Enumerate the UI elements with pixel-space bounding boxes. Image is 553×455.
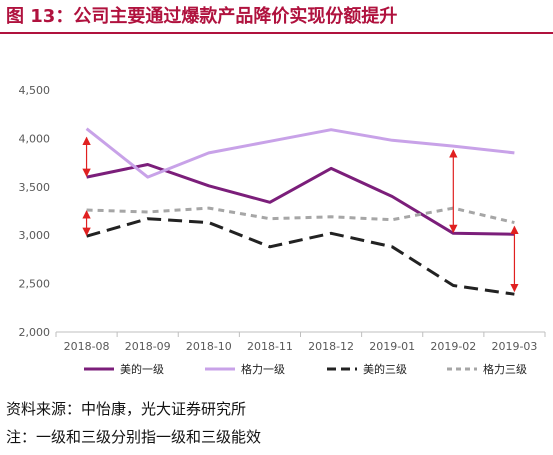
x-tick-label: 2018-11 <box>247 340 293 353</box>
x-tick-label: 2018-12 <box>308 340 354 353</box>
y-tick-label: 2,000 <box>19 326 51 339</box>
series-line-0 <box>86 163 515 236</box>
y-tick-label: 3,000 <box>19 229 51 242</box>
y-tick-label: 4,000 <box>19 132 51 145</box>
legend-label-3: 格力三级 <box>483 362 527 376</box>
legend-label-2: 美的三级 <box>363 362 407 376</box>
x-tick-label: 2018-08 <box>64 340 110 353</box>
title-divider <box>0 32 553 34</box>
legend-label-1: 格力一级 <box>241 362 285 376</box>
source-note: 资料来源：中怡康，光大证券研究所 <box>6 400 247 418</box>
chart-title: 图 13：公司主要通过爆款产品降价实现份额提升 <box>6 6 398 27</box>
legend-label-0: 美的一级 <box>120 362 164 376</box>
x-tick-label: 2019-02 <box>430 340 476 353</box>
y-tick-label: 4,500 <box>19 84 51 97</box>
footnote: 注：一级和三级分别指一级和三级能效 <box>6 428 262 446</box>
x-tick-label: 2019-01 <box>369 340 415 353</box>
series-line-2 <box>86 217 515 296</box>
series-line-3 <box>86 206 515 225</box>
line-chart: 2,000 2,500 3,000 3,500 4,000 4,500 2018-08 201… <box>19 84 546 376</box>
x-tick-label: 2018-10 <box>186 340 232 353</box>
series-layer <box>85 127 515 296</box>
legend: 美的一级 格力一级 美的三级 格力三级 <box>84 362 527 376</box>
x-tick-label: 2019-03 <box>491 340 537 353</box>
y-tick-label: 3,500 <box>19 181 51 194</box>
x-tick-label: 2018-09 <box>125 340 171 353</box>
y-tick-label: 2,500 <box>19 278 51 291</box>
annotation-layer <box>82 136 519 293</box>
axes: 2,000 2,500 3,000 3,500 4,000 4,500 2018-08 201… <box>19 84 546 353</box>
series-line-1 <box>85 127 515 179</box>
